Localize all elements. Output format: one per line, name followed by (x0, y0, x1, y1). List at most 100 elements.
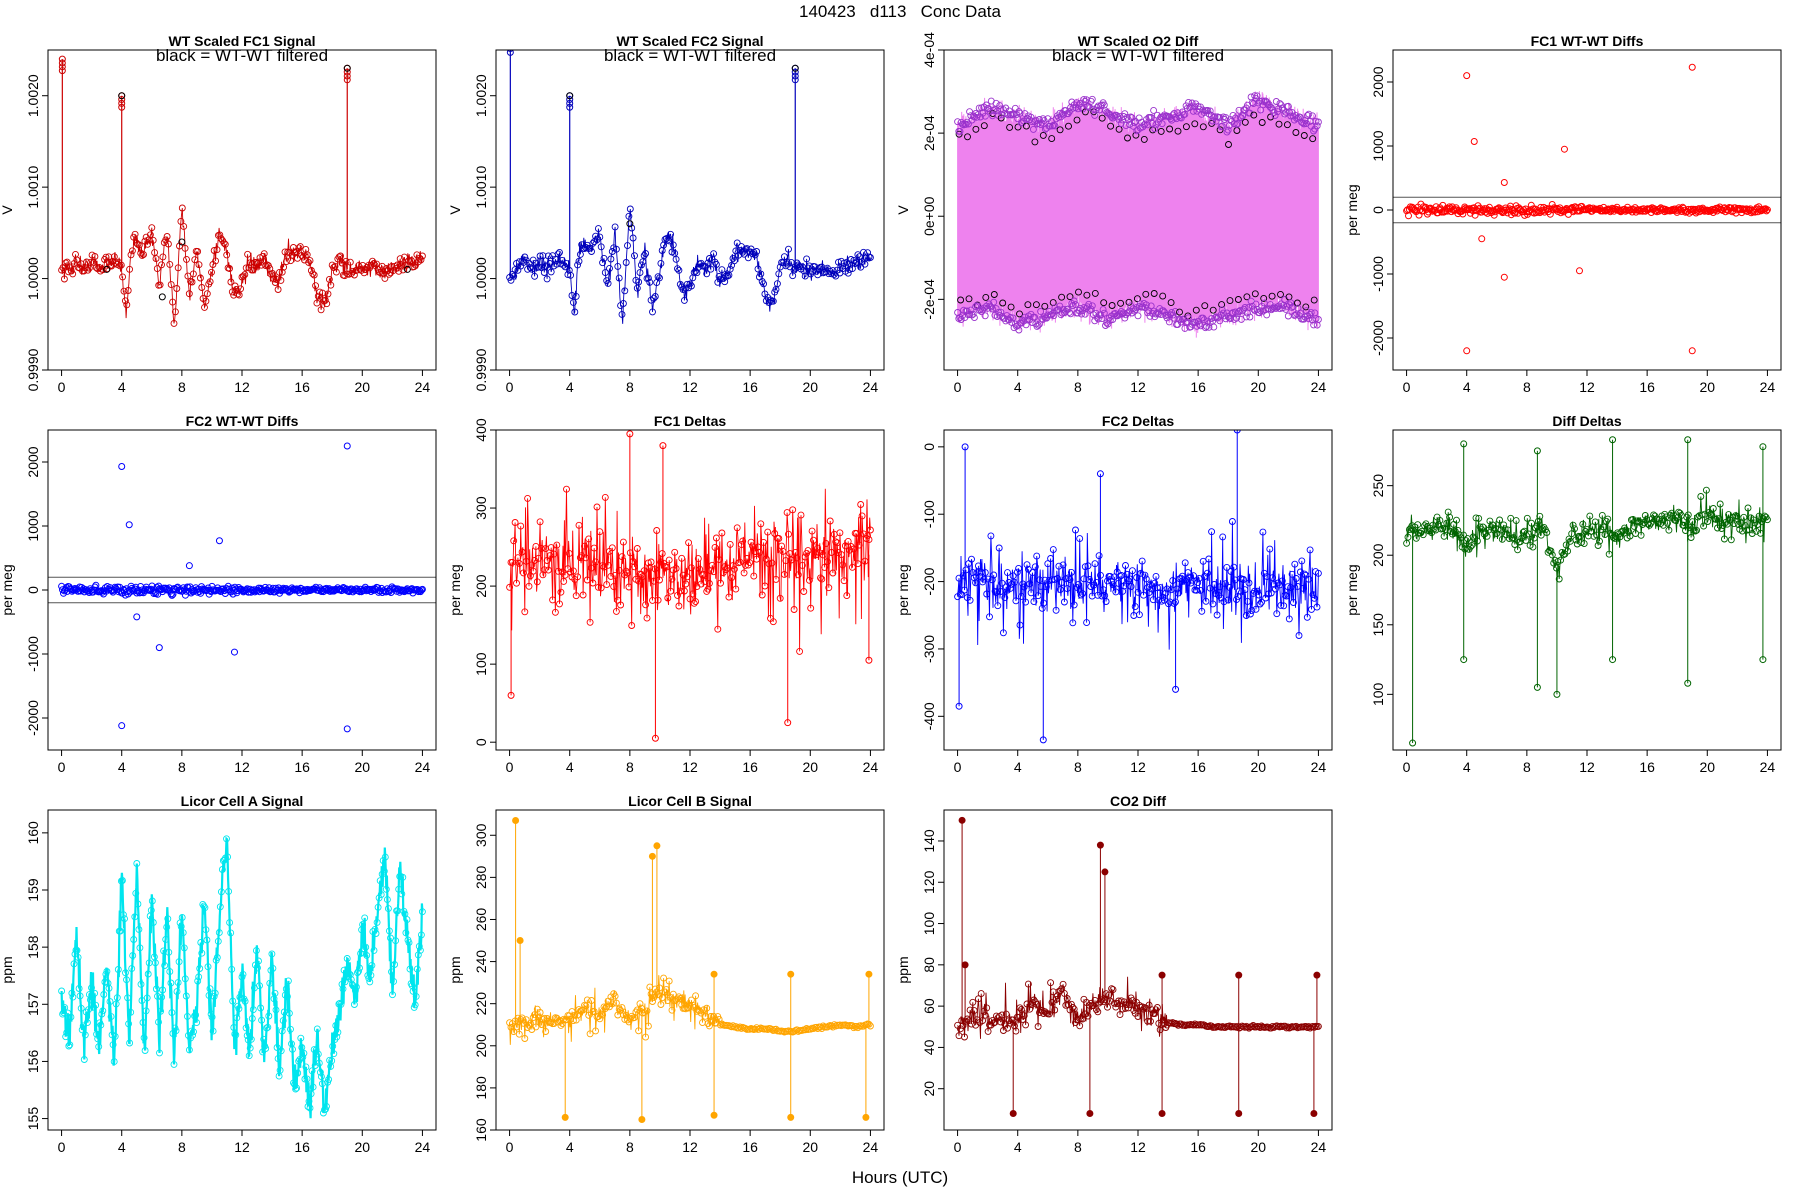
x-tick-label: 4 (118, 379, 126, 395)
data-point (1194, 579, 1202, 587)
data-point (1110, 999, 1118, 1007)
data-point (790, 606, 798, 613)
data-point (665, 977, 673, 985)
y-tick-label: 159 (25, 878, 41, 902)
data-point (1070, 297, 1078, 305)
data-point (1031, 563, 1039, 571)
data-point (373, 918, 381, 926)
data-point (557, 588, 565, 596)
data-point (1532, 524, 1540, 532)
filtered-point (1075, 288, 1082, 296)
data-point (793, 554, 801, 562)
data-point (1637, 531, 1645, 539)
data-point (1228, 518, 1236, 525)
data-point (169, 298, 177, 306)
data-point (672, 565, 680, 572)
data-point (171, 308, 179, 316)
data-point (970, 1007, 978, 1015)
data-point (337, 1000, 345, 1008)
data-point (858, 512, 866, 520)
data-point (1093, 313, 1101, 321)
data-point (1527, 201, 1535, 209)
y-tick-label: 0 (1370, 206, 1386, 214)
data-point (185, 1046, 193, 1054)
data-point (1689, 518, 1696, 526)
data-point (637, 261, 645, 269)
data-point (1091, 317, 1099, 325)
data-point (1684, 511, 1692, 519)
data-point (1600, 523, 1608, 531)
data-point (1044, 560, 1052, 568)
data-point (145, 236, 153, 244)
data-point (301, 1075, 309, 1083)
data-point (574, 261, 582, 269)
data-point (603, 581, 611, 589)
data-point (689, 590, 697, 598)
data-point (1078, 310, 1085, 318)
data-point (1169, 577, 1177, 585)
data-point (692, 598, 700, 606)
x-tick-label: 12 (682, 379, 698, 395)
x-tick-label: 20 (1250, 379, 1266, 395)
outlier-point (1500, 178, 1508, 186)
y-tick-label: 156 (25, 1050, 41, 1074)
data-point (1022, 598, 1030, 606)
y-tick-label: 1.0020 (473, 74, 489, 117)
filtered-point (1241, 118, 1249, 126)
data-point (100, 991, 108, 998)
data-point (1027, 589, 1035, 597)
data-point (295, 244, 303, 252)
data-point (276, 268, 283, 276)
data-point (665, 556, 673, 564)
data-point (674, 265, 681, 273)
data-point (590, 1008, 598, 1016)
filtered-point (118, 92, 126, 100)
data-point (163, 923, 171, 931)
y-tick-label: 200 (1370, 543, 1386, 567)
data-point (1104, 109, 1112, 117)
data-point (1095, 552, 1103, 560)
data-point (793, 1026, 801, 1034)
data-point (76, 992, 84, 1000)
data-point (597, 1010, 605, 1018)
data-point (282, 985, 290, 993)
data-point (710, 250, 718, 258)
data-point (836, 1021, 844, 1029)
data-point (418, 585, 426, 593)
data-point (1522, 536, 1530, 544)
data-point (597, 243, 605, 251)
outlier-point (1463, 72, 1471, 80)
data-point (167, 281, 175, 289)
data-point (822, 540, 830, 547)
data-point (180, 222, 188, 230)
data-point (1051, 122, 1059, 130)
data-point (675, 266, 683, 274)
filtered-point (1199, 123, 1207, 131)
data-point (203, 290, 211, 298)
y-tick-label: 140 (921, 829, 937, 853)
outlier-point (215, 537, 223, 545)
data-point (291, 1080, 299, 1088)
data-point (1188, 99, 1196, 107)
data-point (1137, 569, 1145, 577)
data-point (91, 253, 99, 260)
data-point (1037, 121, 1045, 129)
y-tick-label: -400 (921, 702, 937, 730)
data-point (1404, 533, 1412, 541)
filtered-point (1133, 295, 1141, 303)
filtered-point (1140, 135, 1148, 143)
data-point (715, 556, 723, 564)
data-point (700, 571, 708, 578)
data-point (1070, 1005, 1078, 1013)
data-point (1087, 305, 1095, 313)
y-tick-label: 200 (473, 1034, 489, 1058)
data-point (618, 310, 626, 318)
data-point (513, 1023, 520, 1031)
figure-title: 140423 d113 Conc Data (799, 2, 1001, 21)
data-point (569, 567, 577, 575)
data-point (1049, 122, 1057, 130)
data-point (983, 1004, 991, 1012)
filtered-point (1108, 302, 1116, 309)
data-point (1292, 311, 1300, 319)
